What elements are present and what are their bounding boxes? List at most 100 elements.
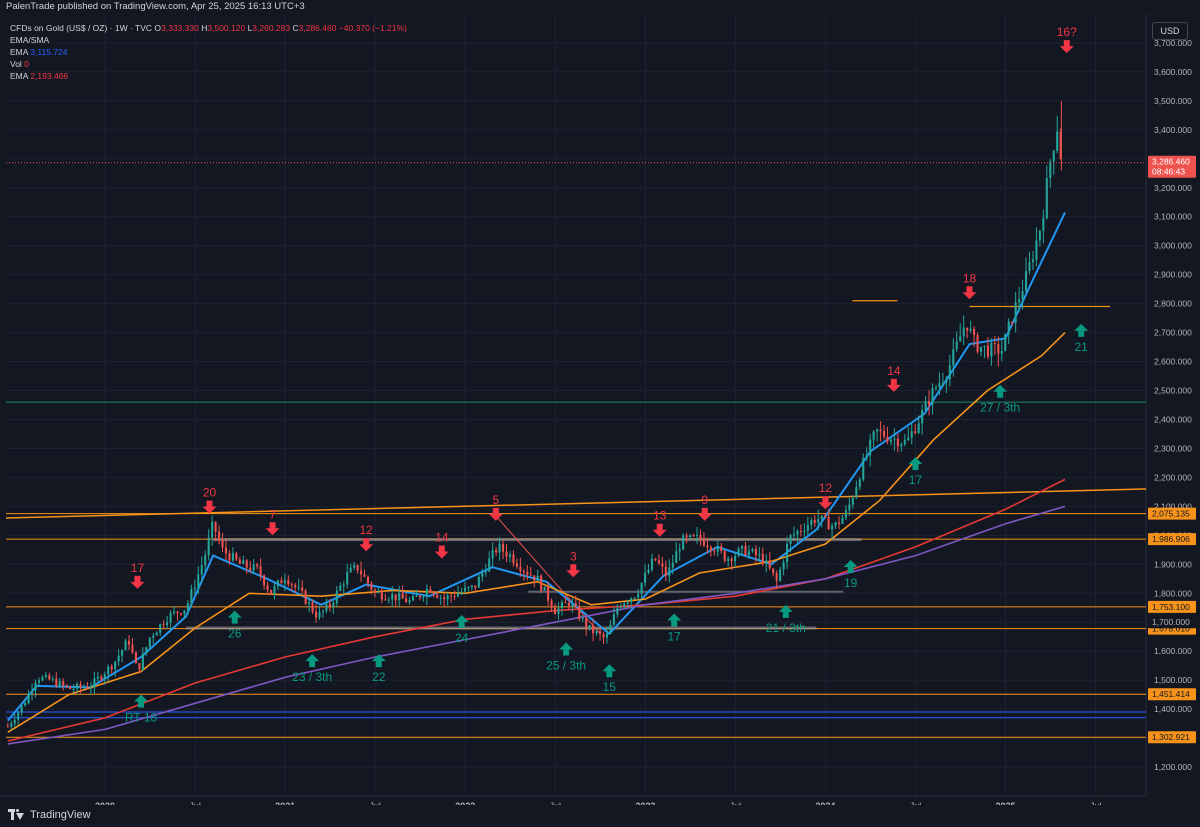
candle-body xyxy=(425,589,428,597)
legend-l-label: L xyxy=(247,23,253,33)
candle-body xyxy=(294,584,297,588)
up-arrow-icon xyxy=(602,664,617,678)
candle-body xyxy=(598,631,602,635)
wave-label-red: 12 xyxy=(360,523,374,537)
legend-vol-row[interactable]: Vol 0 xyxy=(10,58,407,70)
candle-body xyxy=(657,560,660,564)
wave-label-green: 15 xyxy=(603,680,617,694)
candle-body xyxy=(914,431,917,433)
candle-body xyxy=(588,625,591,629)
candle-body xyxy=(1021,291,1024,300)
candle-body xyxy=(398,593,401,601)
candle-body xyxy=(934,387,938,389)
candle-body xyxy=(661,563,664,567)
tradingview-logo[interactable]: TradingView xyxy=(8,809,91,821)
legend-vol-label: Vol xyxy=(10,59,22,69)
legend-symbol[interactable]: CFDs on Gold (US$ / OZ) · 1W · TVC xyxy=(10,23,153,33)
last-price-tag-bg xyxy=(1148,155,1196,178)
candle-body xyxy=(411,596,415,601)
price-tick-label: 3,200.000 xyxy=(1154,183,1192,193)
publisher-text: PalenTrade published on TradingView.com,… xyxy=(6,1,305,12)
candle-body xyxy=(495,549,498,553)
candle-body xyxy=(1042,218,1045,231)
candle-body xyxy=(519,566,522,572)
legend-o-label: O xyxy=(154,23,162,33)
candle-body xyxy=(837,522,841,524)
level-tag-bg xyxy=(1148,507,1196,520)
candle-body xyxy=(315,611,318,618)
wave-label-green: 17 xyxy=(667,630,681,644)
legend-ema-sma[interactable]: EMA/SMA xyxy=(10,35,50,45)
candle-body xyxy=(13,719,16,724)
candle-body xyxy=(571,603,574,607)
wave-label-red: 17 xyxy=(131,561,145,575)
candle-body xyxy=(190,589,193,604)
level-tag: 1,986.906 xyxy=(1152,534,1190,544)
up-arrow-icon xyxy=(305,654,320,668)
time-tick-label: 2023 xyxy=(635,801,655,805)
candle-body xyxy=(134,652,137,664)
candle-body xyxy=(100,676,103,680)
down-arrow-icon xyxy=(886,378,901,392)
candle-body xyxy=(633,597,636,599)
legend-h-label: H xyxy=(201,23,208,33)
candle-body xyxy=(353,565,356,568)
wave-label-red: 12 xyxy=(819,481,833,495)
candle-body xyxy=(377,592,380,594)
candle-body xyxy=(973,329,976,336)
moving-average-line xyxy=(7,332,1066,733)
candle-body xyxy=(273,586,276,595)
wave-label-green: 21 / 3th xyxy=(766,621,806,635)
footer: TradingView xyxy=(0,805,1200,827)
candle-body xyxy=(650,558,654,570)
candle-body xyxy=(287,580,290,585)
candle-body xyxy=(114,661,117,670)
time-tick-label: Jul xyxy=(369,801,381,805)
candle-body xyxy=(179,613,183,615)
candle-body xyxy=(159,624,162,633)
candle-body xyxy=(131,644,134,653)
candle-body xyxy=(512,554,515,564)
candle-body xyxy=(450,595,453,597)
candle-body xyxy=(117,655,120,662)
currency-button[interactable]: USD xyxy=(1152,22,1188,40)
candle-body xyxy=(360,570,363,575)
candle-body xyxy=(720,546,723,551)
down-arrow-icon xyxy=(962,286,977,300)
candle-body xyxy=(737,548,740,556)
wave-label-green: 26 xyxy=(228,627,242,641)
candle-body xyxy=(630,598,633,603)
legend-close: 3,286.460 xyxy=(298,23,337,33)
down-arrow-icon xyxy=(359,538,374,552)
up-arrow-icon xyxy=(993,384,1008,398)
candle-body xyxy=(945,379,948,383)
candle-body xyxy=(422,596,425,598)
up-arrow-icon xyxy=(667,613,682,627)
candle-body xyxy=(321,610,325,612)
candle-body xyxy=(51,678,54,680)
legend-ema-row[interactable]: EMA 3,115.724 xyxy=(10,46,407,58)
price-tick-label: 2,900.000 xyxy=(1154,270,1192,280)
candle-body xyxy=(834,522,837,526)
candle-body xyxy=(792,534,796,536)
candle-body xyxy=(862,458,865,480)
candle-body xyxy=(671,562,674,568)
price-tick-label: 3,600.000 xyxy=(1154,67,1192,77)
candle-body xyxy=(470,585,473,588)
candle-body xyxy=(121,650,124,656)
level-tag: 1,302.921 xyxy=(1152,732,1190,742)
candle-body xyxy=(328,603,331,607)
legend-ema2-row[interactable]: EMA 2,193.466 xyxy=(10,70,407,82)
candle-body xyxy=(79,684,82,688)
candle-body xyxy=(713,550,716,552)
level-tag-bg xyxy=(1148,600,1196,613)
candle-body xyxy=(789,535,792,545)
wave-label-red: 20 xyxy=(203,486,217,500)
down-arrow-icon xyxy=(130,575,145,589)
level-tag-plain-bg xyxy=(1148,616,1196,629)
price-chart[interactable]: 17 20 7 12 14 5 3 13 9 12 14 18 16? RT 18 26 23 / 3th 22… xyxy=(0,14,1200,805)
candle-body xyxy=(1007,321,1010,335)
wave-label-red: 16? xyxy=(1057,25,1077,39)
candle-body xyxy=(872,431,875,440)
candle-body xyxy=(529,574,532,576)
